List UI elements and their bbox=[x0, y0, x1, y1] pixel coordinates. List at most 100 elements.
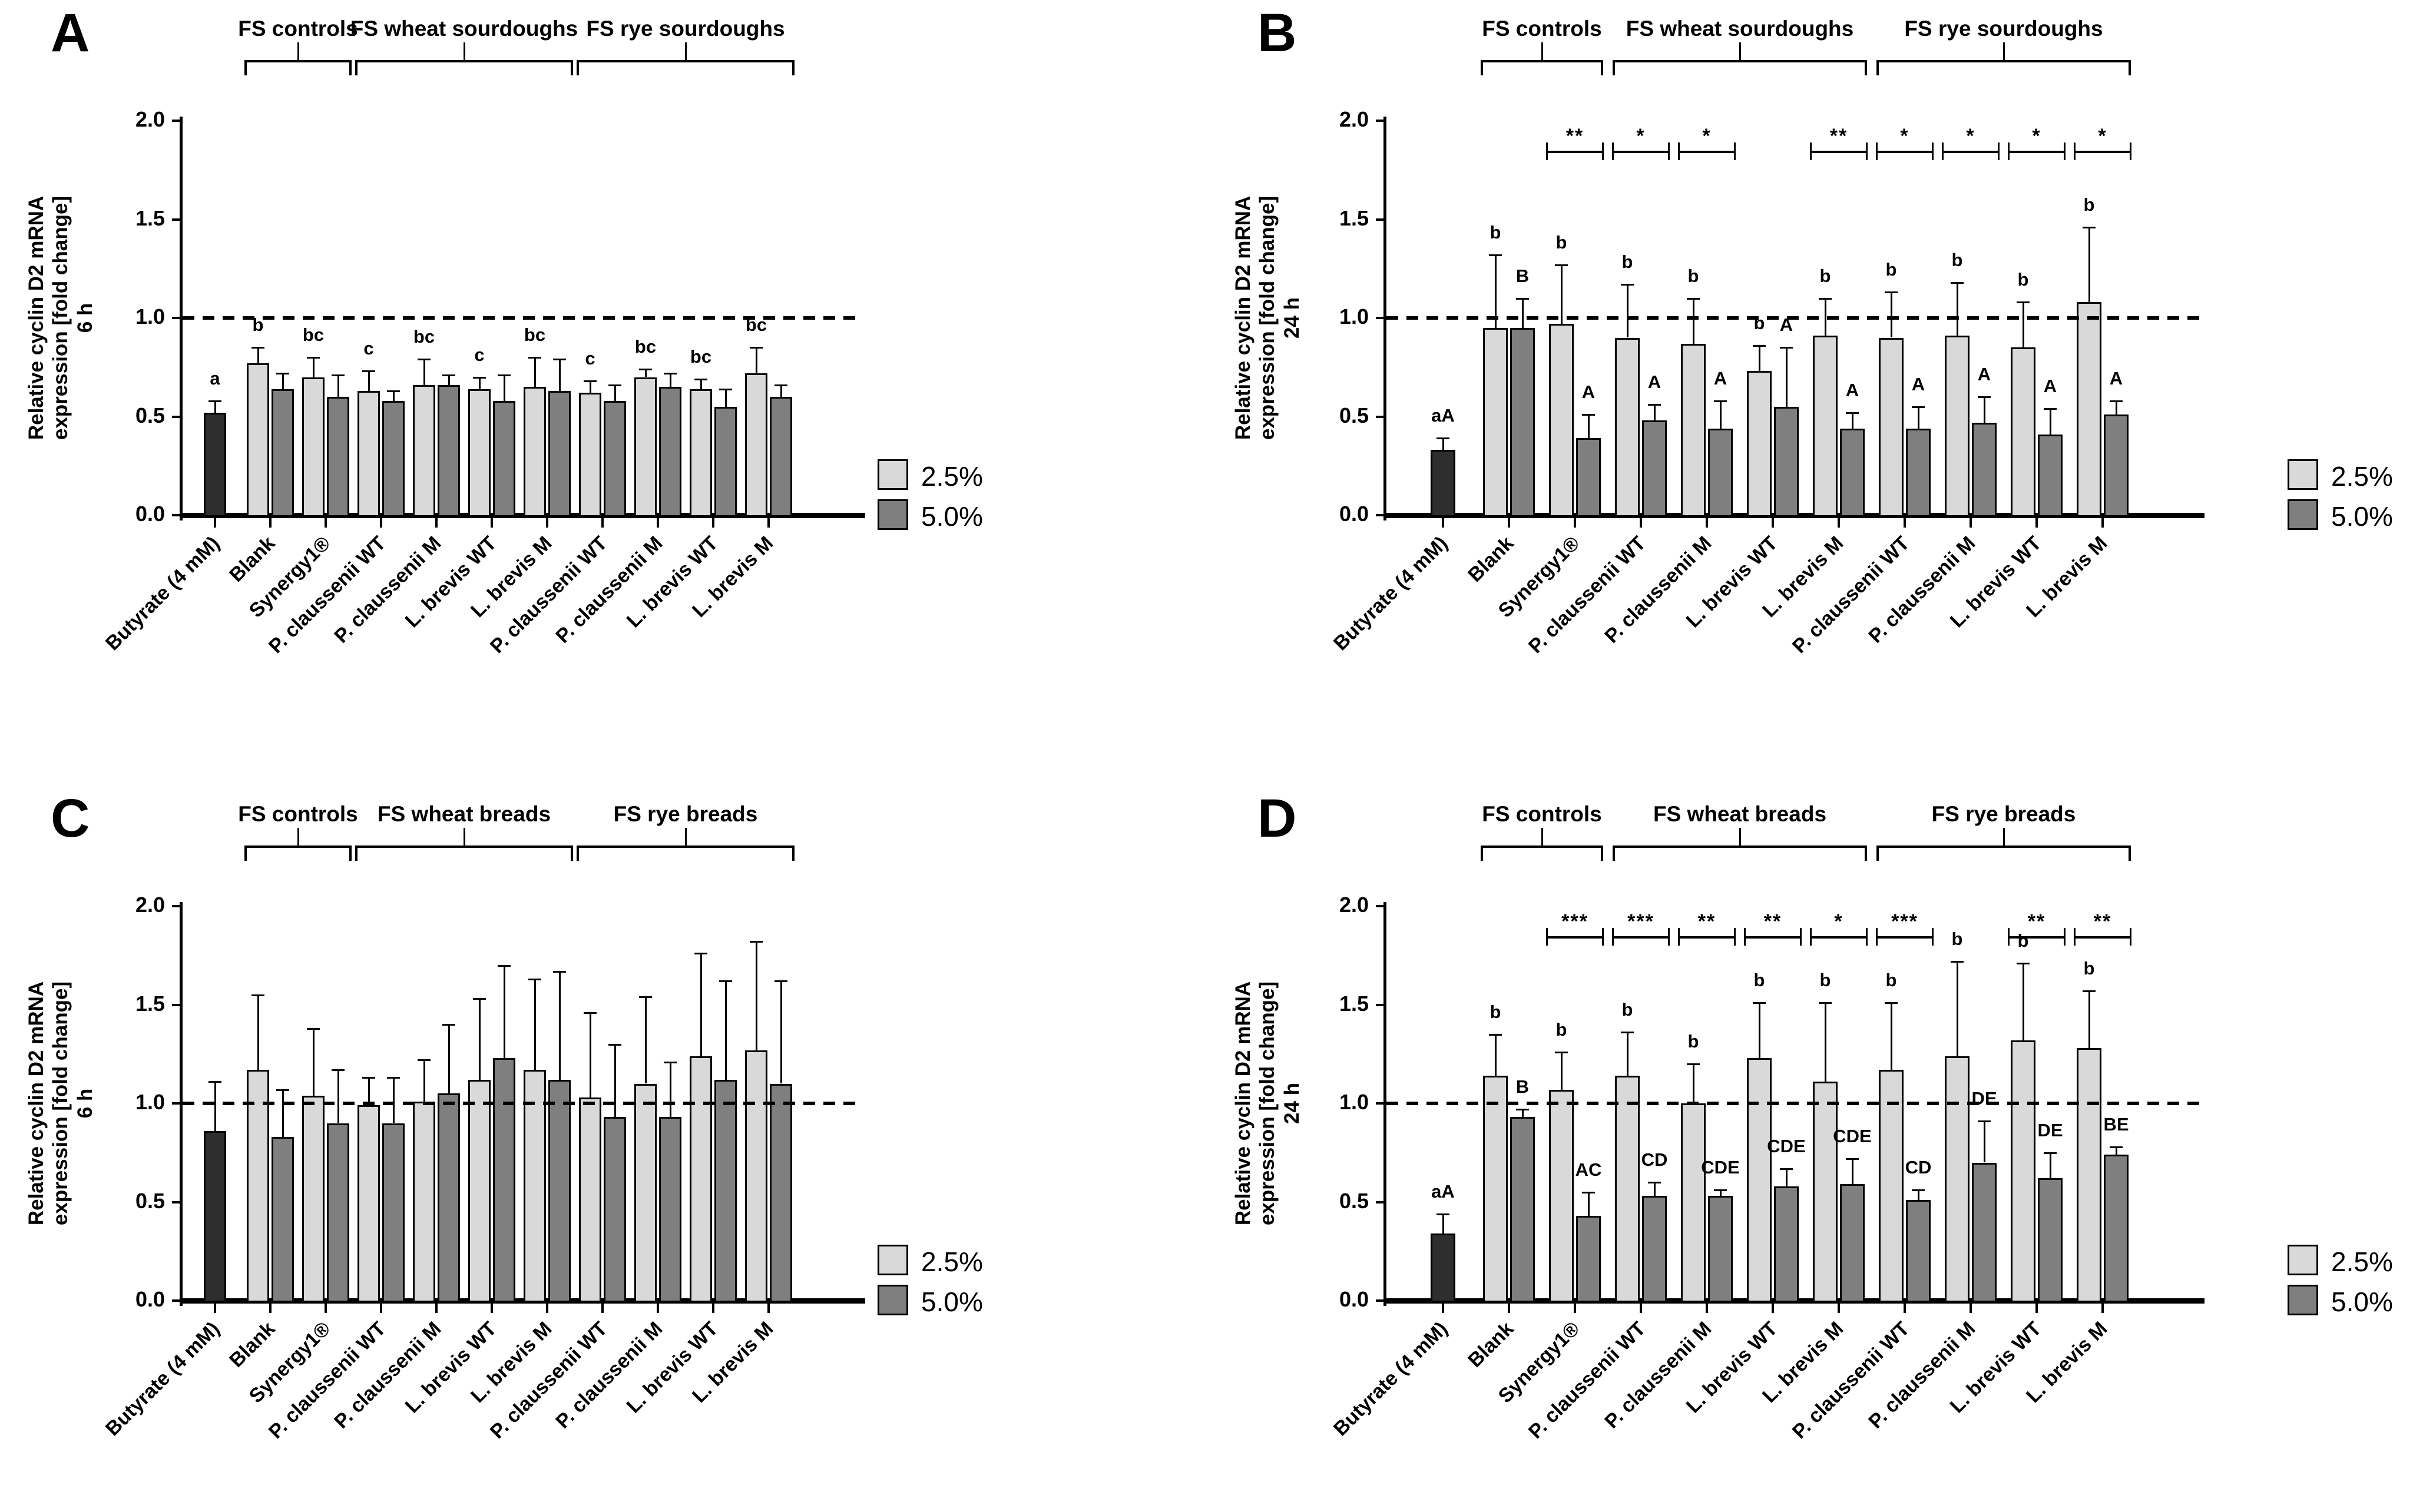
y-tick bbox=[172, 1299, 180, 1302]
sig-bracket bbox=[1942, 151, 2000, 153]
group-title-tick bbox=[2002, 828, 2005, 845]
x-tick bbox=[1442, 1304, 1444, 1313]
error-bar bbox=[644, 997, 647, 1084]
y-tick bbox=[172, 1003, 180, 1006]
error-bar bbox=[780, 384, 782, 397]
sig-bracket-end-left bbox=[1546, 142, 1548, 160]
error-bar-cap bbox=[664, 1061, 677, 1063]
group-bracket bbox=[577, 845, 795, 848]
x-tick bbox=[1904, 1304, 1906, 1313]
y-tick-label: 0.0 bbox=[135, 1287, 165, 1311]
error-bar-cap bbox=[608, 1043, 621, 1046]
error-bar bbox=[1983, 397, 1985, 423]
bar bbox=[247, 363, 269, 517]
error-bar bbox=[368, 371, 370, 391]
error-bar bbox=[1494, 254, 1497, 328]
sig-bracket-end-right bbox=[1668, 928, 1670, 946]
bar bbox=[690, 389, 712, 517]
error-bar-cap bbox=[1621, 1032, 1634, 1034]
error-bar bbox=[1758, 345, 1760, 372]
x-tick bbox=[491, 518, 493, 528]
sig-stars: * bbox=[1900, 125, 1909, 147]
error-bar bbox=[724, 981, 727, 1080]
sig-letter: A bbox=[1713, 367, 1727, 389]
error-bar bbox=[1890, 1003, 1892, 1070]
x-tick bbox=[1574, 1304, 1576, 1313]
bar bbox=[1840, 428, 1865, 517]
bar bbox=[1972, 422, 1997, 517]
error-bar bbox=[1692, 298, 1694, 344]
error-bar bbox=[368, 1077, 370, 1106]
x-tick bbox=[269, 518, 272, 528]
sig-letter: b bbox=[2017, 930, 2029, 951]
bar bbox=[382, 400, 405, 517]
bar bbox=[1510, 327, 1535, 517]
y-tick bbox=[1376, 514, 1383, 516]
sig-bracket-end-right bbox=[1932, 928, 1934, 946]
bar bbox=[579, 1097, 601, 1302]
sig-bracket-end-left bbox=[1876, 142, 1878, 160]
y-tick-label: 0.0 bbox=[1339, 1287, 1369, 1311]
bar bbox=[247, 1070, 269, 1302]
y-tick-label: 0.5 bbox=[135, 1188, 165, 1213]
group-bracket-end-right bbox=[792, 60, 795, 75]
error-bar-cap bbox=[1555, 1051, 1568, 1053]
group-bracket-end-right bbox=[1865, 845, 1867, 861]
bar bbox=[1642, 1196, 1667, 1302]
group-bracket-end-left bbox=[355, 60, 358, 75]
x-tick bbox=[601, 1304, 604, 1313]
sig-bracket-end-right bbox=[1668, 142, 1670, 160]
error-bar-cap bbox=[1780, 1168, 1793, 1170]
bar bbox=[1576, 1215, 1601, 1302]
x-tick bbox=[546, 1304, 548, 1313]
error-bar-cap bbox=[498, 964, 511, 967]
group-bracket-end-right bbox=[571, 845, 573, 861]
bar bbox=[1813, 336, 1838, 517]
sig-bracket-end-left bbox=[1612, 142, 1614, 160]
legend-label: 5.0% bbox=[2331, 1286, 2393, 1317]
bar bbox=[1615, 337, 1640, 517]
bar bbox=[548, 1079, 571, 1302]
y-tick bbox=[172, 317, 180, 319]
sig-letter: aA bbox=[1431, 1181, 1455, 1202]
bar bbox=[438, 1093, 460, 1302]
x-axis-line bbox=[180, 1298, 865, 1304]
group-title: FS controls bbox=[238, 802, 358, 826]
group-bracket-end-left bbox=[1481, 60, 1483, 75]
group-title: FS wheat sourdoughs bbox=[350, 16, 578, 41]
error-bar bbox=[700, 953, 702, 1056]
error-bar bbox=[2022, 963, 2024, 1040]
y-tick bbox=[172, 218, 180, 221]
error-bar-cap bbox=[1885, 1002, 1898, 1004]
sig-bracket bbox=[1546, 936, 1604, 939]
error-bar-cap bbox=[1648, 1182, 1661, 1183]
group-title-tick bbox=[2002, 42, 2005, 60]
sig-bracket bbox=[1744, 936, 1802, 939]
error-bar bbox=[1719, 400, 1722, 429]
bar bbox=[2104, 1155, 2129, 1302]
error-bar bbox=[1521, 1109, 1524, 1118]
sig-letter: b bbox=[1951, 928, 1963, 949]
error-bar-cap bbox=[362, 370, 375, 373]
error-bar bbox=[2088, 991, 2090, 1049]
bar bbox=[524, 1070, 546, 1302]
bar bbox=[579, 393, 601, 517]
error-bar bbox=[312, 357, 315, 377]
sig-letter: A bbox=[1911, 373, 1925, 394]
x-tick bbox=[325, 518, 327, 528]
error-bar bbox=[282, 1089, 284, 1137]
sig-bracket bbox=[2008, 936, 2066, 939]
y-axis-label-line2: expression [fold change] bbox=[49, 195, 72, 440]
x-tick bbox=[712, 1304, 714, 1313]
legend-label: 2.5% bbox=[2331, 461, 2393, 492]
error-bar bbox=[1653, 404, 1656, 421]
panel-c: C Relative cyclin D2 mRNA expression [fold… bbox=[0, 785, 1206, 1512]
sig-bracket bbox=[2008, 151, 2066, 153]
sig-letter: A bbox=[1977, 364, 1991, 384]
sig-letter: c bbox=[474, 344, 485, 365]
x-tick bbox=[380, 518, 382, 528]
x-axis-line bbox=[180, 513, 865, 518]
bar bbox=[745, 1050, 767, 1302]
x-tick bbox=[214, 518, 216, 528]
panel-letter: B bbox=[1257, 3, 1297, 63]
